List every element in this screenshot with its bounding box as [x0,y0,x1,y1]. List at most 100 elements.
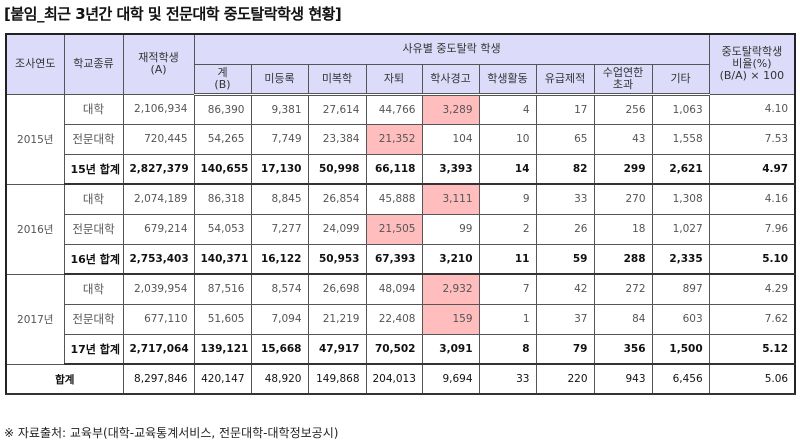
value-cell: 2,827,379 [122,153,195,185]
value-cell: 21,352 [365,123,423,155]
header-reason-8: 기타 [651,63,710,96]
value-cell: 679,214 [122,213,195,245]
school-type-cell: 전문대학 [63,213,124,245]
total-value-cell: 204,013 [365,363,423,395]
value-cell: 59 [535,243,595,275]
value-cell: 48,094 [365,273,423,305]
value-cell: 2,106,934 [122,93,195,125]
value-cell: 256 [593,93,653,125]
value-cell: 11 [478,243,537,275]
header-year: 조사연도 [5,33,65,95]
value-cell: 21,219 [307,303,367,335]
value-cell: 3,289 [421,93,480,125]
header-reason-7: 수업연한 초과 [593,63,653,96]
value-cell: 4.16 [708,183,796,215]
value-cell: 70,502 [365,333,423,365]
year-cell: 2017년 [5,273,65,365]
value-cell: 2,932 [421,273,480,305]
total-row: 합계 8,297,846 420,147 48,920 149,868 204,013 9,… [5,363,796,395]
total-value-cell: 5.06 [708,363,796,395]
total-value-cell: 8,297,846 [122,363,195,395]
value-cell: 7.96 [708,213,796,245]
value-cell: 99 [421,213,480,245]
total-value-cell: 48,920 [250,363,309,395]
value-cell: 7,094 [250,303,309,335]
value-cell: 4.97 [708,153,796,185]
value-cell: 299 [593,153,653,185]
header-enrolled: 재적학생 (A) [122,33,195,95]
subtotal-row: 17년 합계 2,717,064 139,121 15,668 47,917 70,502… [6,333,796,365]
value-cell: 17 [535,93,595,125]
school-type-cell: 16년 합계 [63,243,124,275]
value-cell: 603 [651,303,710,335]
total-value-cell: 420,147 [193,363,252,395]
value-cell: 42 [535,273,595,305]
value-cell: 7,749 [250,123,309,155]
table-row: 전문대학 679,214 54,053 7,277 24,099 21,505 99 2 26 1… [6,213,796,245]
value-cell: 139,121 [193,333,252,365]
header-school-type: 학교종류 [63,33,124,95]
header-reason-1: 미등록 [250,63,309,96]
value-cell: 1,558 [651,123,710,155]
value-cell: 3,393 [421,153,480,185]
value-cell: 897 [651,273,710,305]
value-cell: 4.29 [708,273,796,305]
value-cell: 7.62 [708,303,796,335]
value-cell: 43 [593,123,653,155]
value-cell: 5.10 [708,243,796,275]
total-label: 합계 [5,363,124,395]
total-value-cell: 33 [478,363,537,395]
value-cell: 356 [593,333,653,365]
table-row: 2016년 대학 2,074,189 86,318 8,845 26,854 45,888 3… [5,183,796,275]
total-value-cell: 6,456 [651,363,710,395]
value-cell: 82 [535,153,595,185]
page-title: [붙임_최근 3년간 대학 및 전문대학 중도탈락학생 현황] [4,5,342,23]
value-cell: 9,381 [250,93,309,125]
value-cell: 86,318 [193,183,252,215]
total-value-cell: 9,694 [421,363,480,395]
school-type-cell: 전문대학 [63,303,124,335]
header-reason-5: 학생활동 [478,63,537,96]
subtotal-row: 15년 합계 2,827,379 140,655 17,130 50,998 66,118… [6,153,796,185]
value-cell: 2,335 [651,243,710,275]
header-reason-4: 학사경고 [421,63,480,96]
header-reason-group: 사유별 중도탈락 학생 [193,33,710,65]
value-cell: 22,408 [365,303,423,335]
value-cell: 66,118 [365,153,423,185]
value-cell: 79 [535,333,595,365]
school-type-cell: 전문대학 [63,123,124,155]
value-cell: 7 [478,273,537,305]
total-value-cell: 943 [593,363,653,395]
value-cell: 7,277 [250,213,309,245]
value-cell: 9 [478,183,537,215]
subtotal-row: 16년 합계 2,753,403 140,371 16,122 50,953 67,393… [6,243,796,275]
value-cell: 1,308 [651,183,710,215]
value-cell: 7.53 [708,123,796,155]
value-cell: 2,753,403 [122,243,195,275]
value-cell: 2 [478,213,537,245]
header-reason-6: 유급제적 [535,63,595,96]
value-cell: 288 [593,243,653,275]
value-cell: 54,265 [193,123,252,155]
value-cell: 21,505 [365,213,423,245]
dropout-table: 조사연도 학교종류 재적학생 (A) 사유별 중도탈락 학생 중도탈락학생 비율(%… [5,33,797,395]
value-cell: 67,393 [365,243,423,275]
school-type-cell: 17년 합계 [63,333,124,365]
school-type-cell: 대학 [63,273,124,305]
value-cell: 140,655 [193,153,252,185]
value-cell: 2,717,064 [122,333,195,365]
table-row: 전문대학 677,110 51,605 7,094 21,219 22,408 159 1 37… [6,303,796,335]
value-cell: 3,111 [421,183,480,215]
header-ratio: 중도탈락학생 비율(%) (B/A) × 100 [708,33,796,95]
value-cell: 10 [478,123,537,155]
value-cell: 2,074,189 [122,183,195,215]
value-cell: 37 [535,303,595,335]
value-cell: 23,384 [307,123,367,155]
value-cell: 3,091 [421,333,480,365]
table-row: 2017년 대학 2,039,954 87,516 8,574 26,698 48,094 2… [5,273,796,365]
value-cell: 16,122 [250,243,309,275]
value-cell: 8,845 [250,183,309,215]
value-cell: 159 [421,303,480,335]
header-reason-2: 미복학 [307,63,367,96]
value-cell: 24,099 [307,213,367,245]
